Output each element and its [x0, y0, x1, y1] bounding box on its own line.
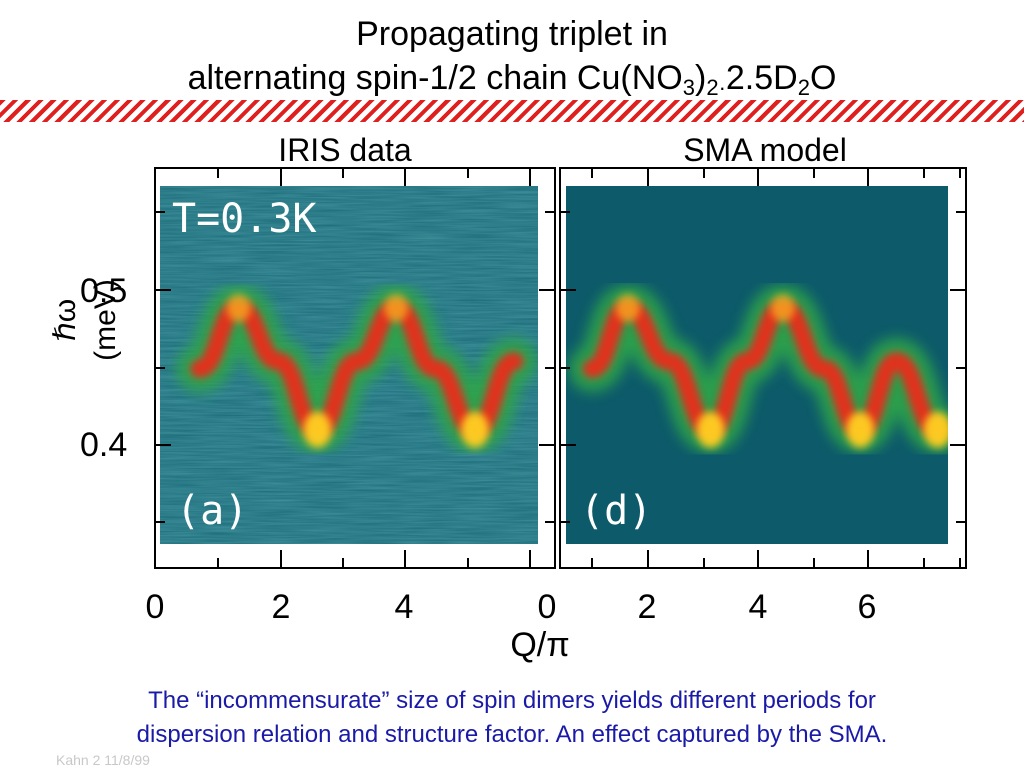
x-tick-label-iris-4: 4 [394, 588, 414, 626]
panel-sma [566, 186, 948, 544]
title-formula-paren: ) [694, 59, 707, 97]
title-sub-d2: 2 [797, 75, 810, 100]
caption-line-1: The “incommensurate” size of spin dimers… [148, 687, 876, 714]
footer-text: Kahn 2 11/8/99 [56, 752, 150, 768]
intensity-hotspot [303, 411, 332, 448]
axes-frames: T=0.3K (a) (d) [154, 167, 967, 569]
band-core [582, 298, 947, 439]
intensity-hotspot [384, 293, 409, 322]
x-axis-label: Q/π [510, 626, 570, 664]
intensity-hotspot [461, 411, 489, 448]
x-tick-label-iris-0: 0 [145, 588, 165, 626]
x-tick-label-sma-0: 0 [537, 588, 557, 626]
panel-label-a: (a) [176, 488, 248, 534]
title-sub-2: 2 [706, 75, 719, 100]
panel-label-d: (d) [580, 488, 652, 534]
slide-title-line2: alternating spin-1/2 chain Cu(NO3)2·2.5D… [0, 58, 1024, 108]
x-tick-label-iris-2: 2 [271, 588, 291, 626]
dispersion-band [568, 284, 948, 453]
temperature-annotation: T=0.3K [172, 196, 317, 242]
intensity-hotspot [696, 411, 725, 448]
caption-line-2: dispersion relation and structure factor… [136, 721, 888, 748]
caption: The “incommensurate” size of spin dimers… [30, 684, 994, 752]
x-tick-label-sma-2: 2 [637, 588, 657, 626]
band-core [190, 298, 524, 439]
intensity-hotspot [923, 411, 948, 448]
title-formula-prefix: alternating spin-1/2 chain Cu(NO [187, 59, 683, 97]
x-tick-label-sma-6: 6 [857, 588, 877, 626]
panel-title-iris: IRIS data [278, 132, 412, 168]
intensity-hotspot [615, 293, 640, 322]
title-formula-suffix: O [809, 59, 837, 97]
slide-title-line1: Propagating triplet in [356, 15, 668, 53]
intensity-hotspot [846, 411, 875, 448]
y-axis-label: ℏω (meV) [49, 279, 122, 361]
x-tick-label-sma-4: 4 [748, 588, 768, 626]
hatched-divider [0, 100, 1024, 122]
dispersion-band [176, 284, 538, 453]
title-sub-3: 3 [682, 75, 695, 100]
title-dot: · [718, 75, 726, 100]
intensity-hotspot [226, 293, 251, 322]
y-tick-label-0.4: 0.4 [80, 426, 128, 464]
panel-iris [160, 186, 538, 544]
panel-title-sma: SMA model [683, 132, 847, 168]
title-formula-hydrate: 2.5D [725, 59, 798, 97]
y-tick-label-0.5: 0.5 [80, 272, 128, 310]
intensity-hotspot [770, 293, 795, 322]
